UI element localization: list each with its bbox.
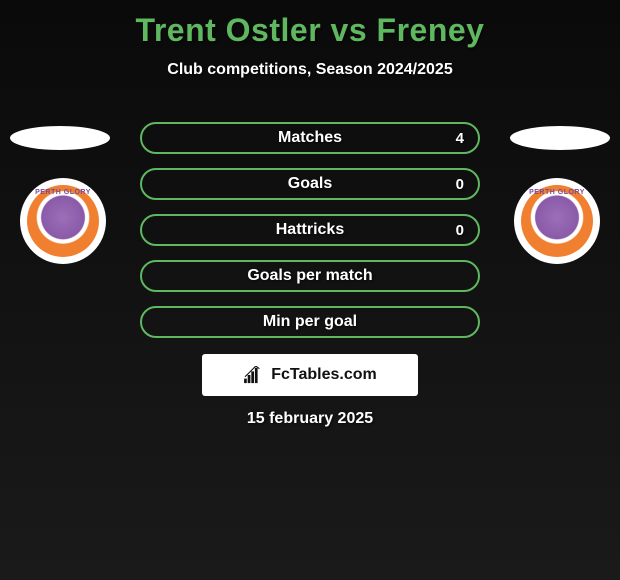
chart-bars-icon xyxy=(243,366,265,384)
brand-text: FcTables.com xyxy=(271,366,377,384)
stat-row: Min per goal xyxy=(140,306,480,338)
stat-row: Hattricks 0 xyxy=(140,214,480,246)
page-title: Trent Ostler vs Freney xyxy=(0,0,620,49)
stat-label: Hattricks xyxy=(276,221,344,239)
stat-label: Matches xyxy=(278,129,342,147)
stat-row: Goals per match xyxy=(140,260,480,292)
club-badge-left-text: PERTH GLORY xyxy=(27,189,99,196)
club-badge-left-inner: PERTH GLORY xyxy=(27,185,99,257)
stat-label: Min per goal xyxy=(263,313,357,331)
stat-row: Goals 0 xyxy=(140,168,480,200)
player-right-silhouette xyxy=(510,126,610,150)
stat-value-right: 4 xyxy=(456,130,464,147)
stat-value-right: 0 xyxy=(456,222,464,239)
club-badge-right: PERTH GLORY xyxy=(514,178,600,264)
club-badge-right-text: PERTH GLORY xyxy=(521,189,593,196)
club-badge-left: PERTH GLORY xyxy=(20,178,106,264)
stat-label: Goals xyxy=(288,175,332,193)
stat-value-right: 0 xyxy=(456,176,464,193)
subtitle: Club competitions, Season 2024/2025 xyxy=(0,61,620,79)
stat-label: Goals per match xyxy=(247,267,372,285)
stat-rows-container: Matches 4 Goals 0 Hattricks 0 Goals per … xyxy=(140,122,480,352)
club-badge-right-inner: PERTH GLORY xyxy=(521,185,593,257)
date-text: 15 february 2025 xyxy=(0,410,620,428)
brand-link[interactable]: FcTables.com xyxy=(202,354,418,396)
player-left-silhouette xyxy=(10,126,110,150)
stat-row: Matches 4 xyxy=(140,122,480,154)
